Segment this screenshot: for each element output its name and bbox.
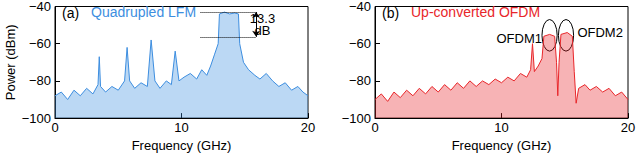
svg-text:10: 10 bbox=[494, 120, 508, 135]
svg-text:13.3: 13.3 bbox=[249, 11, 276, 27]
svg-text:20: 20 bbox=[301, 120, 315, 135]
svg-text:10: 10 bbox=[174, 120, 188, 135]
svg-text:−80: −80 bbox=[349, 73, 371, 88]
svg-text:Up-converted OFDM: Up-converted OFDM bbox=[411, 4, 540, 20]
svg-text:−40: −40 bbox=[29, 0, 51, 14]
svg-text:20: 20 bbox=[621, 120, 635, 135]
svg-text:0: 0 bbox=[371, 120, 378, 135]
svg-text:−60: −60 bbox=[29, 36, 51, 51]
svg-text:Power (dBm): Power (dBm) bbox=[3, 24, 18, 100]
svg-text:Frequency (GHz): Frequency (GHz) bbox=[452, 138, 552, 153]
svg-text:(a): (a) bbox=[62, 5, 79, 21]
svg-text:OFDM2: OFDM2 bbox=[577, 25, 623, 40]
svg-text:(b): (b) bbox=[382, 5, 399, 21]
svg-text:0: 0 bbox=[51, 120, 58, 135]
svg-text:OFDM1: OFDM1 bbox=[496, 31, 542, 46]
svg-text:dB: dB bbox=[255, 23, 271, 38]
svg-text:−100: −100 bbox=[22, 111, 51, 126]
svg-text:−60: −60 bbox=[349, 36, 371, 51]
svg-text:−80: −80 bbox=[29, 73, 51, 88]
svg-text:−100: −100 bbox=[342, 111, 371, 126]
svg-text:Quadrupled LFM: Quadrupled LFM bbox=[91, 4, 196, 20]
svg-text:−40: −40 bbox=[349, 0, 371, 14]
svg-text:Frequency (GHz): Frequency (GHz) bbox=[132, 138, 232, 153]
